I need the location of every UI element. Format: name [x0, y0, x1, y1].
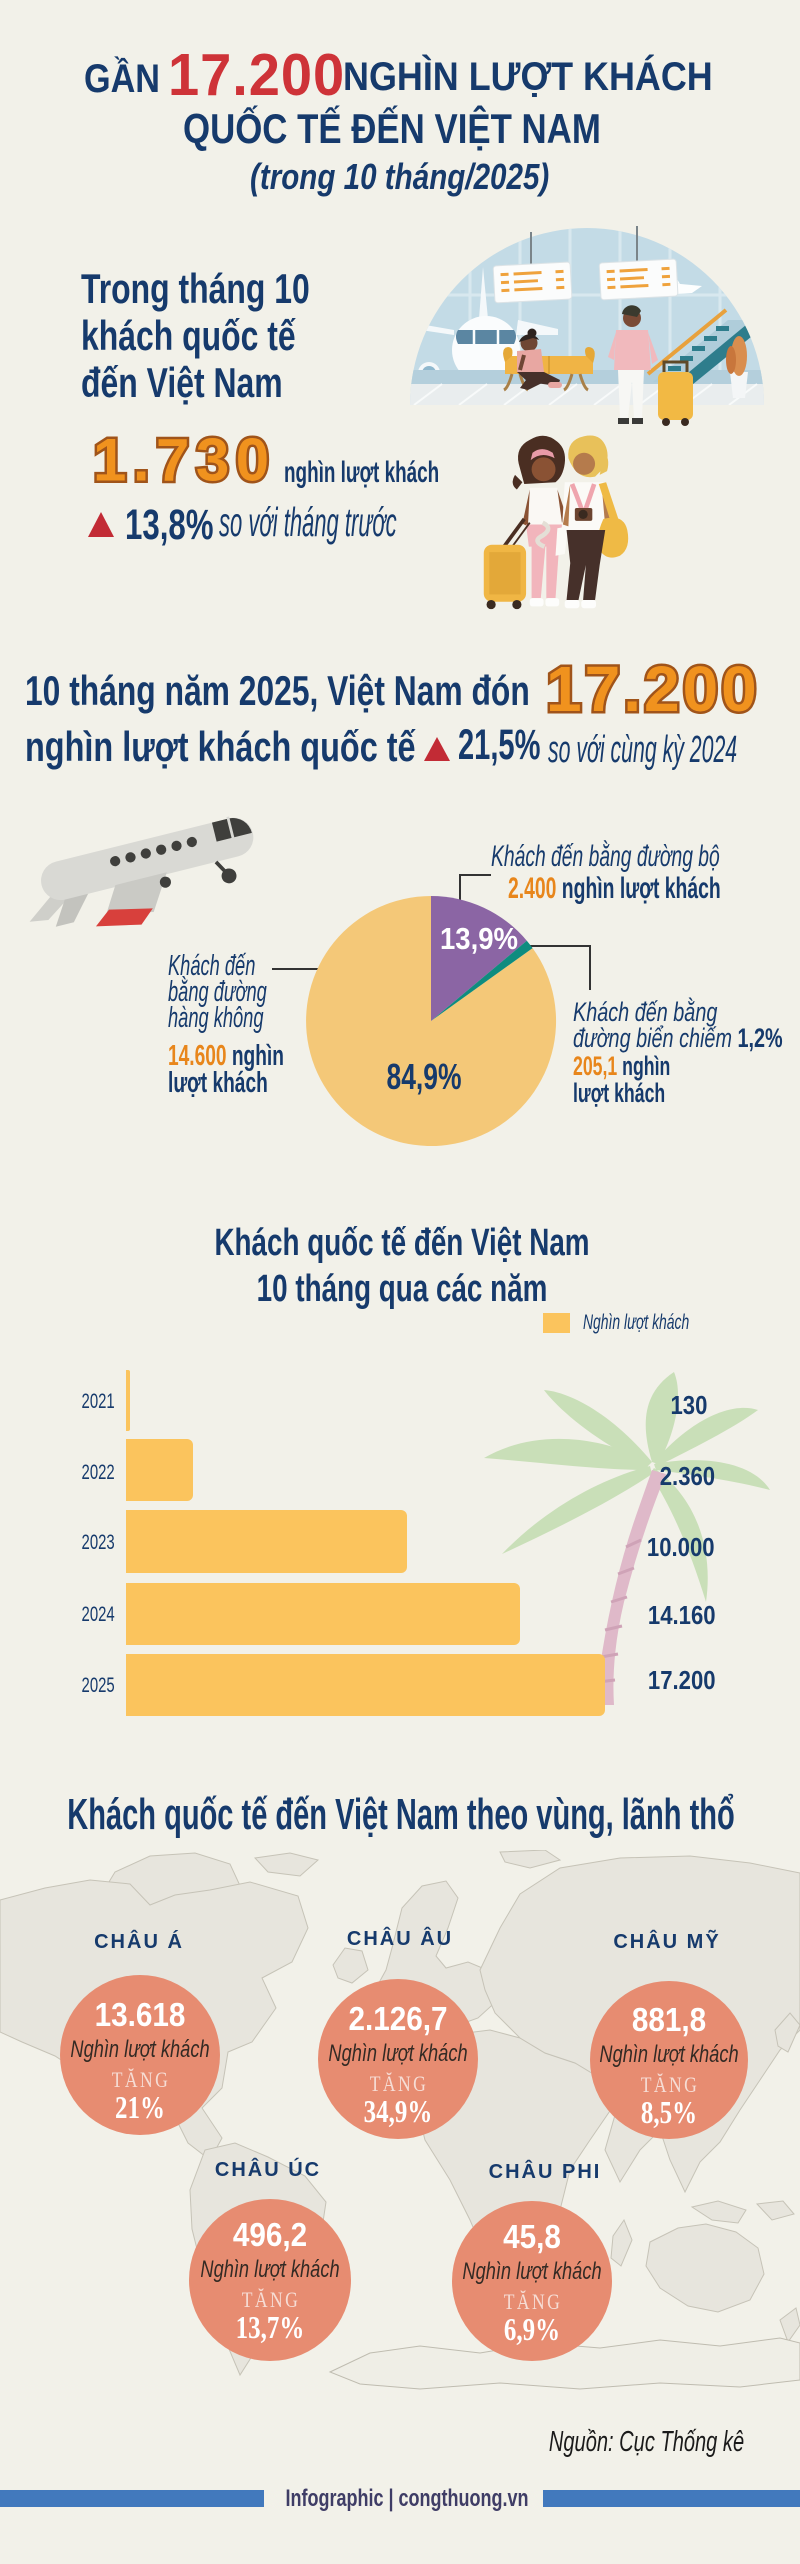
svg-text:1.730: 1.730 [93, 427, 276, 494]
svg-text:13,9%: 13,9% [440, 921, 518, 956]
svg-text:17.200: 17.200 [546, 653, 760, 725]
svg-text:84,9%: 84,9% [387, 1056, 462, 1097]
